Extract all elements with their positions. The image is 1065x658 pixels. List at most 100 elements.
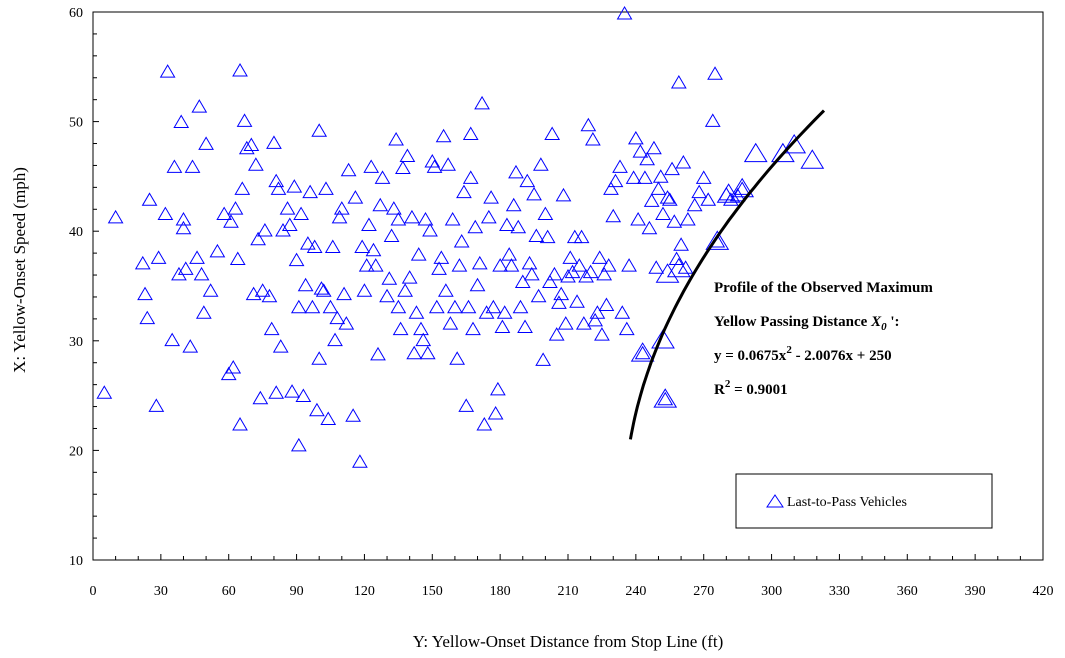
x-tick-label: 390 [965, 584, 986, 599]
data-point [582, 264, 599, 279]
data-point [501, 247, 518, 261]
data-point [598, 297, 615, 312]
data-point [388, 132, 404, 146]
data-point [707, 66, 723, 80]
data-point [315, 283, 332, 297]
data-point [460, 299, 477, 314]
data-point [578, 269, 594, 283]
data-point [496, 305, 513, 319]
data-point [526, 186, 542, 201]
data-point [476, 416, 493, 431]
data-point [453, 233, 470, 248]
data-point [625, 170, 642, 184]
x-tick-label: 330 [829, 584, 850, 599]
data-point [254, 283, 271, 297]
data-point [704, 113, 721, 127]
data-point [288, 252, 305, 267]
data-point [311, 123, 328, 137]
data-point [290, 299, 307, 314]
data-point [191, 99, 208, 113]
y-tick-label: 10 [69, 554, 83, 569]
data-point [238, 140, 255, 155]
x-tick-label: 150 [422, 584, 443, 599]
data-point [447, 299, 463, 314]
data-point [548, 327, 565, 341]
fit-annotation: Profile of the Observed Maximum Yellow P… [714, 280, 933, 398]
data-point [406, 345, 423, 360]
data-point [247, 157, 264, 171]
data-point [492, 258, 509, 272]
data-point [657, 391, 674, 406]
data-point [478, 305, 495, 319]
data-point [372, 197, 389, 212]
data-point [137, 286, 153, 301]
data-point [390, 299, 407, 314]
equation-rest: - 2.0076x + 250 [792, 348, 892, 364]
equation-exponent: 2 [786, 344, 792, 356]
data-point [596, 266, 613, 281]
data-point [261, 288, 278, 303]
data-point [666, 214, 683, 228]
data-point [424, 153, 441, 168]
data-point [370, 346, 386, 361]
data-point [286, 179, 303, 193]
data-point [195, 305, 212, 319]
data-point [569, 294, 585, 308]
data-point [428, 299, 445, 314]
data-point [523, 266, 540, 281]
data-point [686, 197, 703, 212]
data-point [553, 286, 570, 301]
data-point [419, 345, 436, 360]
data-point [268, 385, 285, 399]
data-point [322, 299, 339, 314]
data-point [379, 288, 395, 303]
data-point [397, 283, 414, 297]
data-point [591, 250, 608, 264]
data-point [293, 206, 309, 221]
x-tick-label: 90 [290, 584, 304, 599]
data-point [395, 160, 411, 175]
data-point [338, 316, 355, 330]
x-tick-label: 240 [625, 584, 646, 599]
data-point [499, 217, 515, 232]
data-point [487, 406, 504, 420]
data-point-large [743, 142, 768, 163]
data-point [257, 223, 273, 237]
data-point [630, 212, 646, 226]
data-point [422, 223, 438, 237]
data-point [107, 209, 124, 224]
data-point [433, 250, 450, 264]
data-point-large [800, 149, 825, 169]
data-point [729, 187, 746, 202]
data-point [134, 255, 151, 270]
data-point [320, 411, 337, 426]
data-point [483, 190, 499, 204]
data-point [485, 299, 502, 314]
fit-curve [628, 109, 826, 440]
x-axis-title: Y: Yellow-Onset Distance from Stop Line … [413, 632, 724, 651]
data-point [494, 319, 511, 333]
data-point [508, 164, 524, 179]
data-point-large [716, 183, 741, 203]
data-point [650, 181, 667, 195]
legend-label: Last-to-Pass Vehicles [787, 495, 907, 510]
data-point [652, 169, 669, 183]
data-point [175, 220, 192, 235]
data-point-large [630, 342, 655, 362]
x-tick-label: 0 [90, 584, 97, 599]
data-point [252, 390, 269, 405]
data-point [637, 170, 653, 184]
data-point [632, 144, 649, 158]
annotation-line-2-prefix: Yellow Passing Distance [714, 314, 871, 330]
data-point [182, 339, 199, 353]
data-point [313, 281, 330, 295]
data-point [465, 321, 481, 336]
data-point [646, 140, 662, 155]
data-point [580, 117, 597, 132]
annotation-equation: y = 0.0675x2 - 2.0076x + 250 [714, 344, 892, 364]
data-point [229, 251, 246, 265]
data-point [263, 321, 280, 336]
data-point [309, 402, 325, 417]
data-point [318, 181, 334, 195]
data-point [449, 351, 466, 365]
